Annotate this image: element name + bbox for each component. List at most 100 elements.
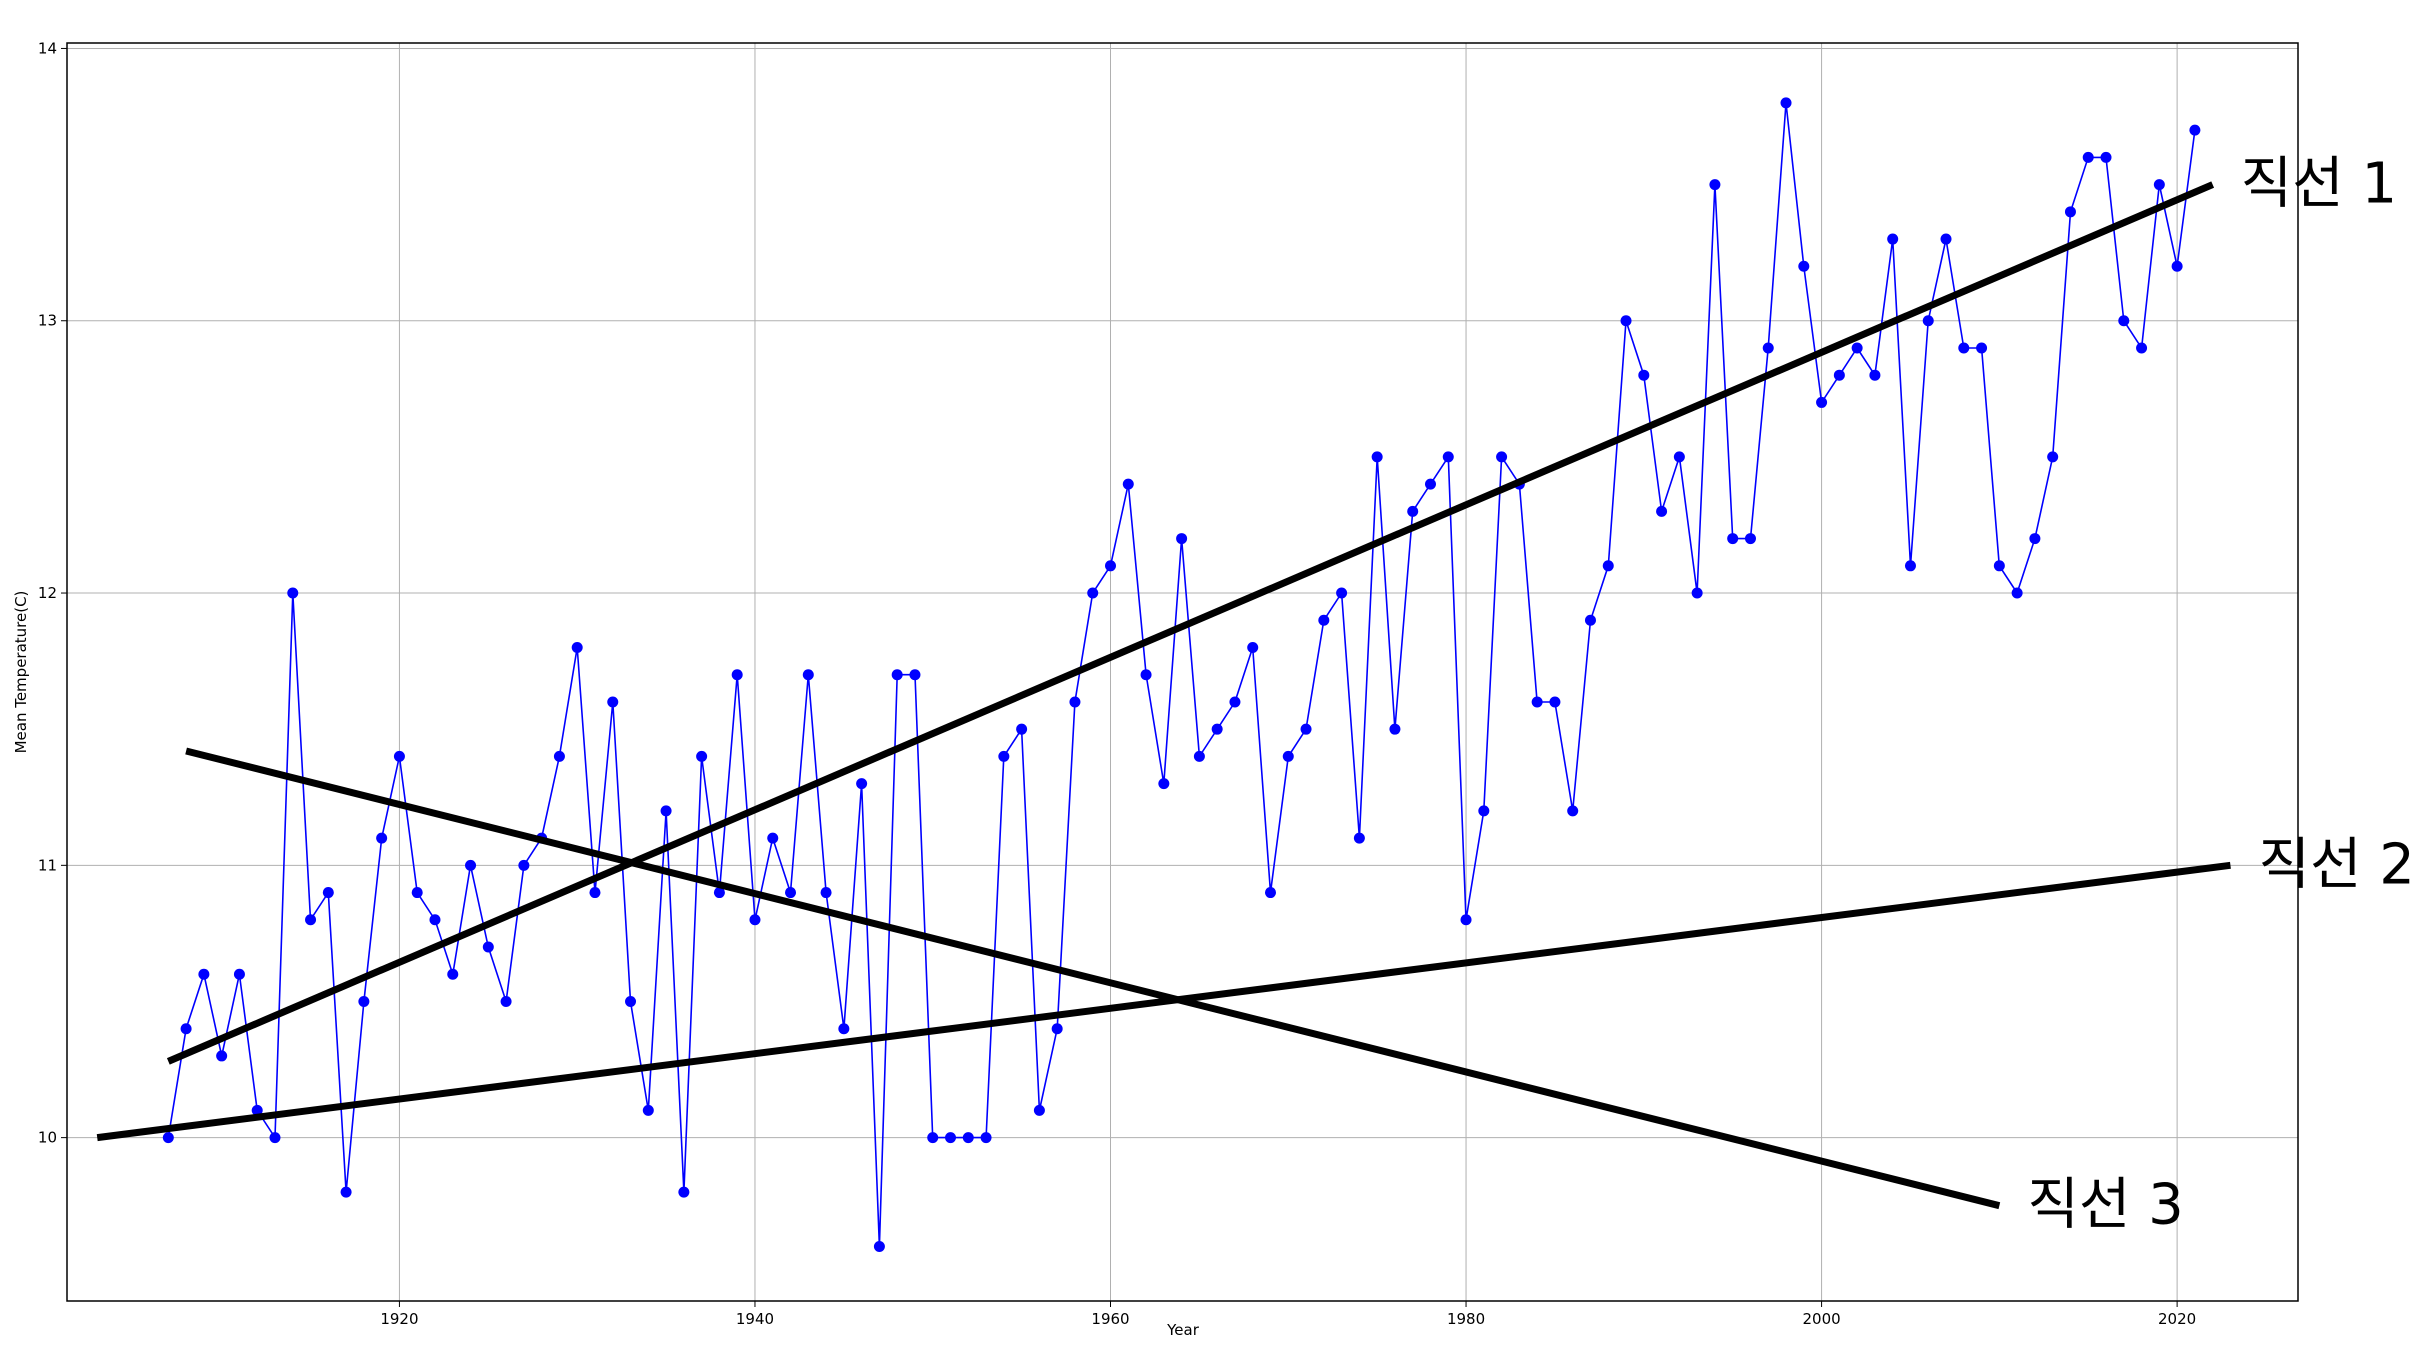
data-point [2064,206,2076,218]
data-point [625,995,637,1007]
data-point [322,887,334,899]
series-line [167,102,2196,1247]
data-point [713,887,725,899]
data-point [1549,696,1561,708]
data-point [216,1050,228,1062]
data-point [1602,560,1614,572]
data-point [1353,832,1365,844]
data-point [518,859,530,871]
data-point [856,778,868,790]
data-point [767,832,779,844]
data-point [1247,641,1259,653]
data-point [2011,587,2023,599]
data-point [1851,342,1863,354]
data-point [696,750,708,762]
data-point [2029,533,2041,545]
data-point [1407,505,1419,517]
data-point [2189,124,2201,136]
y-tick-label: 12 [38,584,57,602]
data-point [251,1104,263,1116]
annotation-lines: 직선 1 직선 2 직선 3 [96,152,2415,1238]
data-point [2118,315,2130,327]
data-point [1442,451,1454,463]
data-point [1887,233,1899,245]
data-point [1176,533,1188,545]
data-point [678,1186,690,1198]
data-point [1638,369,1650,381]
data-point [2153,179,2165,191]
data-point [1211,723,1223,735]
data-point [1584,614,1596,626]
data-point [838,1023,850,1035]
data-point [1833,369,1845,381]
data-point [1193,750,1205,762]
data-point [1300,723,1312,735]
data-point [180,1023,192,1035]
data-point [1993,560,2005,572]
annotation-line-label: 직선 3 [2027,1173,2183,1238]
annotation-line-2 [96,861,2231,1142]
data-point [393,750,405,762]
data-point [998,750,1010,762]
x-tick-label: 1940 [736,1310,774,1328]
data-point [2100,151,2112,163]
data-point [1105,560,1117,572]
data-point [1620,315,1632,327]
x-tick-label: 2020 [2158,1310,2196,1328]
data-point [1051,1023,1063,1035]
data-point [376,832,388,844]
data-point [891,669,903,681]
data-point [873,1241,885,1253]
data-point [607,696,619,708]
data-point [980,1132,992,1144]
data-point [1122,478,1134,490]
data-point [1656,505,1668,517]
data-point [1869,369,1881,381]
data-point [1496,451,1508,463]
data-point [1762,342,1774,354]
plot-frame [66,42,2299,1302]
data-point [1744,533,1756,545]
data-point [1922,315,1934,327]
data-point [287,587,299,599]
data-point [1016,723,1028,735]
annotation-line-label: 직선 1 [2241,152,2397,217]
data-point [429,914,441,926]
data-point [1691,587,1703,599]
data-point [1158,778,1170,790]
x-axis-label: Year [1166,1321,1200,1339]
data-point [1371,451,1383,463]
data-point [162,1132,174,1144]
data-point [2047,451,2059,463]
data-point [411,887,423,899]
data-point [1264,887,1276,899]
data-point [358,995,370,1007]
x-tick-label: 1960 [1091,1310,1129,1328]
y-tick-label: 14 [38,39,57,57]
data-point [927,1132,939,1144]
annotation-line-label: 직선 2 [2258,832,2414,897]
y-tick-label: 10 [38,1129,57,1147]
data-point [1798,260,1810,272]
data-point [642,1104,654,1116]
data-point [962,1132,974,1144]
data-point [305,914,317,926]
data-point [1976,342,1988,354]
data-point [1673,451,1685,463]
annotation-line-3 [185,747,2001,1210]
data-point [909,669,921,681]
data-point [1904,560,1916,572]
data-point [198,968,210,980]
data-point [1424,478,1436,490]
data-point [1389,723,1401,735]
data-point [1140,669,1152,681]
data-point [820,887,832,899]
data-point [589,887,601,899]
data-point [233,968,245,980]
x-tick-label: 2000 [1802,1310,1840,1328]
data-point [1816,396,1828,408]
data-point [802,669,814,681]
data-point [1229,696,1241,708]
